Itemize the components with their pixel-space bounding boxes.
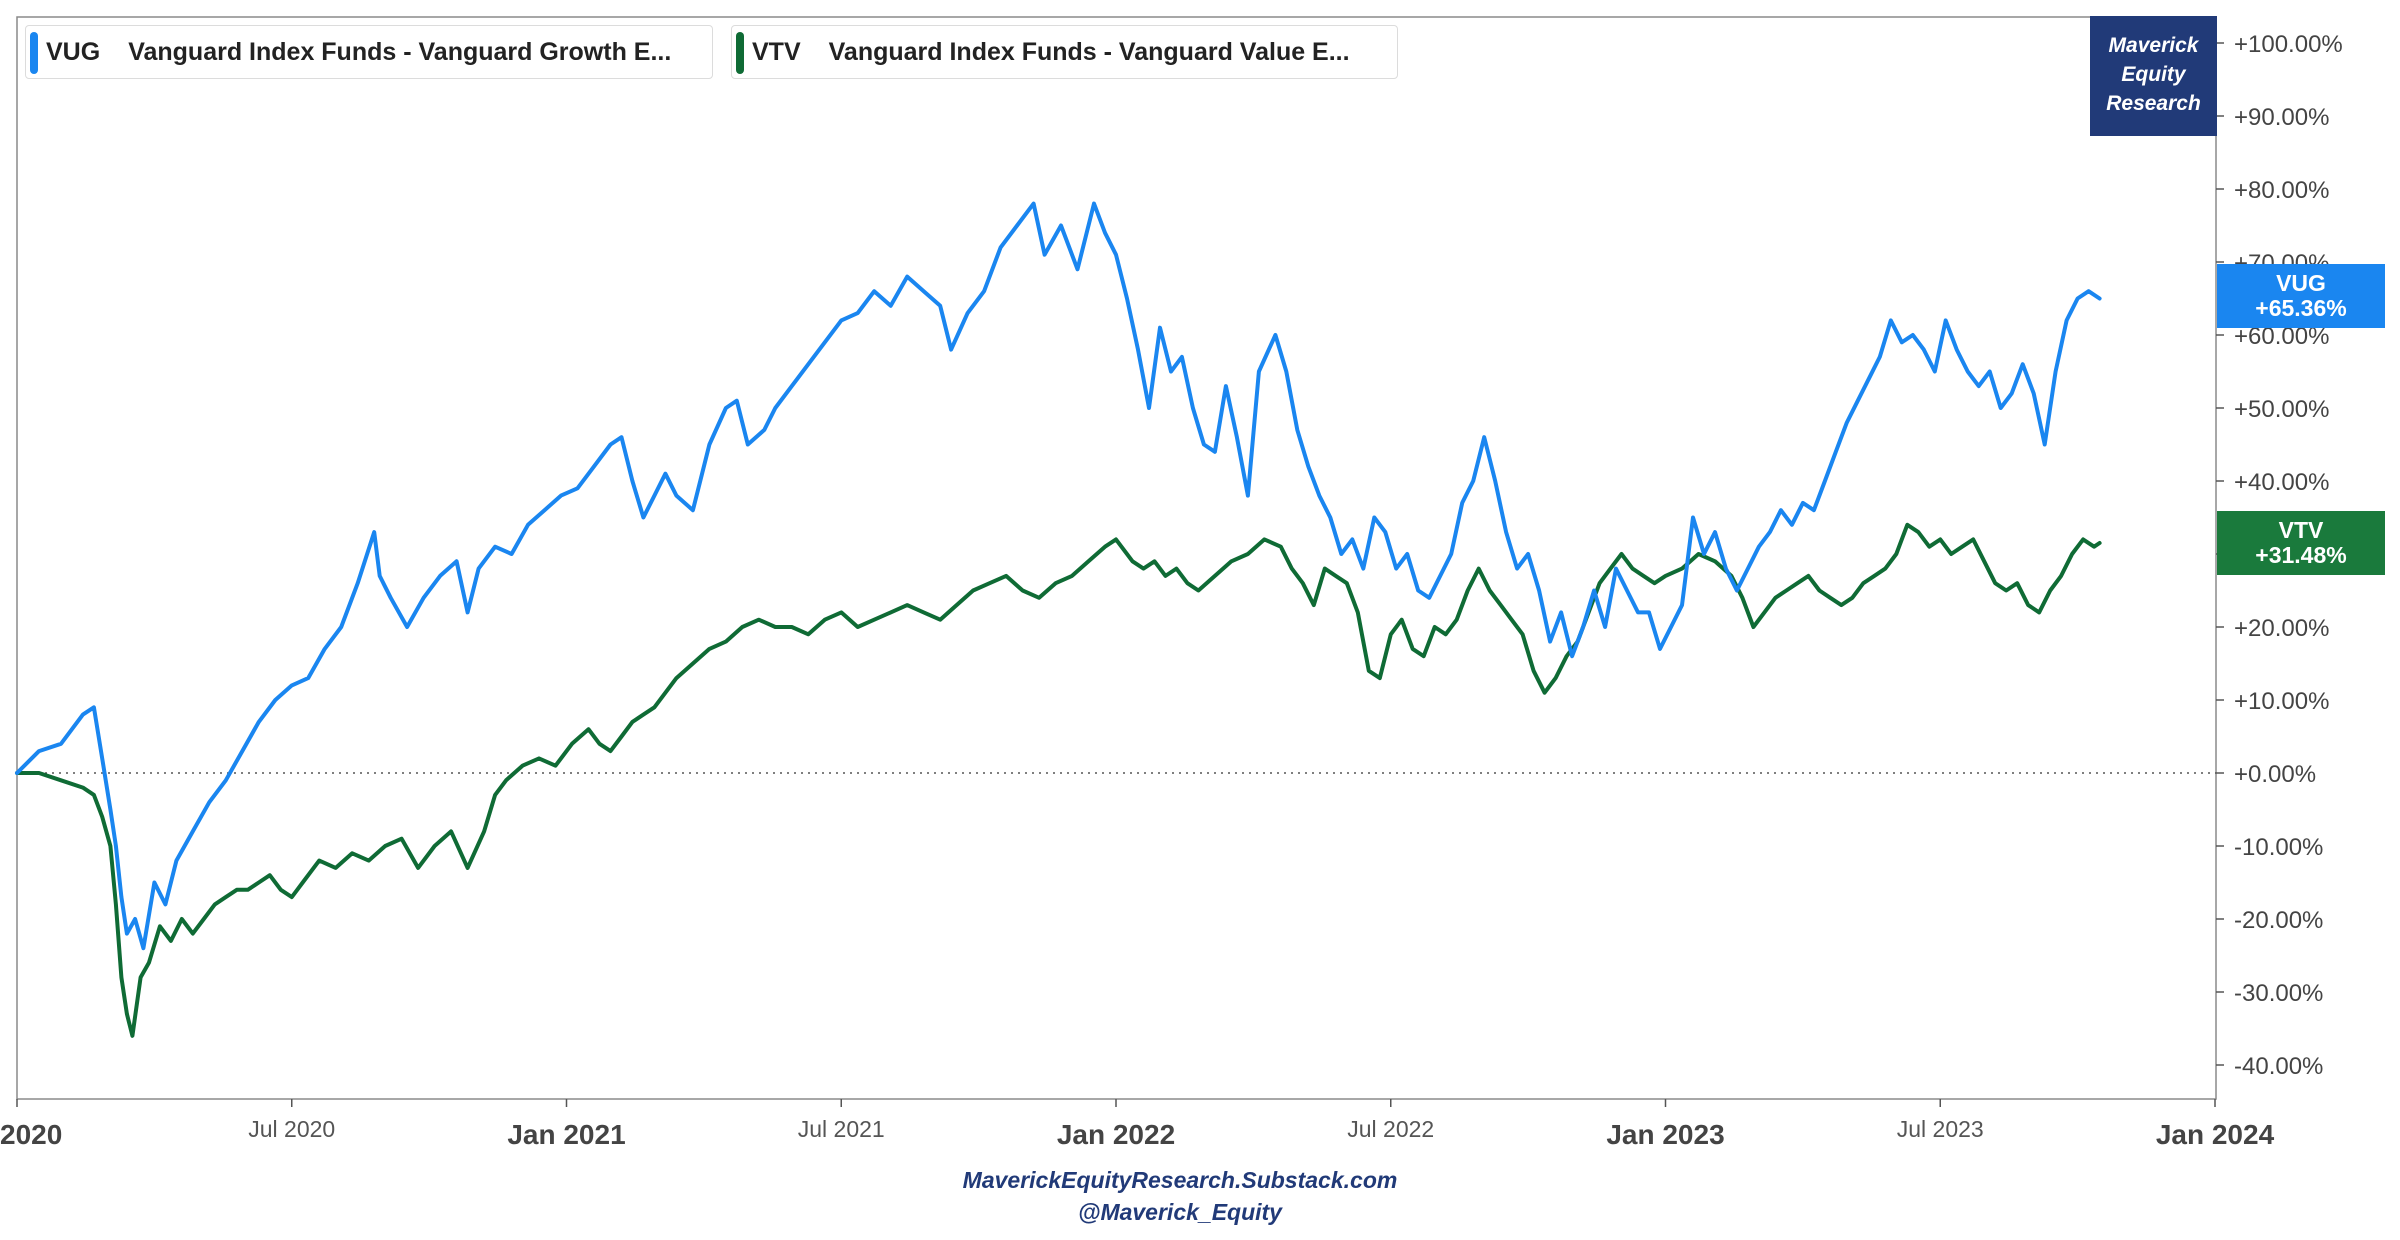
series-line-vtv bbox=[15, 522, 2102, 1038]
legend-series-name: Vanguard Index Funds - Vanguard Growth E… bbox=[128, 37, 672, 66]
brand-watermark: Maverick Equity Research bbox=[2090, 16, 2217, 136]
end-label-ticker: VTV bbox=[2278, 517, 2324, 543]
legend-swatch-vtv bbox=[736, 32, 744, 74]
brand-line: Research bbox=[2106, 92, 2201, 115]
x-tick-label: Jan 2023 bbox=[1606, 1119, 1724, 1150]
y-tick-label: +50.00% bbox=[2234, 396, 2329, 423]
brand-line: Equity bbox=[2121, 63, 2186, 86]
y-tick-label: -10.00% bbox=[2234, 834, 2323, 861]
x-tick-label: Jul 2021 bbox=[798, 1116, 885, 1142]
y-tick-label: +80.00% bbox=[2234, 177, 2329, 204]
x-tick-label: 2020 bbox=[0, 1119, 62, 1150]
y-tick-label: +10.00% bbox=[2234, 688, 2329, 715]
end-label-value: +31.48% bbox=[2255, 542, 2347, 568]
x-tick-label: Jan 2021 bbox=[507, 1119, 625, 1150]
y-tick-label: -30.00% bbox=[2234, 980, 2323, 1007]
legend-swatch-vug bbox=[30, 32, 38, 74]
x-tick-label: Jul 2022 bbox=[1347, 1116, 1434, 1142]
x-tick-label: Jul 2023 bbox=[1897, 1116, 1984, 1142]
legend-series-name: Vanguard Index Funds - Vanguard Value E.… bbox=[828, 37, 1350, 66]
y-tick-label: +90.00% bbox=[2234, 104, 2329, 131]
x-tick-label: Jul 2020 bbox=[248, 1116, 335, 1142]
legend-ticker: VTV bbox=[752, 37, 801, 66]
footer-handle[interactable]: @Maverick_Equity bbox=[1078, 1199, 1282, 1225]
series-line-vug bbox=[15, 201, 2102, 951]
y-tick-label: +20.00% bbox=[2234, 615, 2329, 642]
y-tick-label: -40.00% bbox=[2234, 1053, 2323, 1080]
x-tick-label: Jan 2022 bbox=[1057, 1119, 1175, 1150]
y-tick-label: +40.00% bbox=[2234, 469, 2329, 496]
y-tick-label: +0.00% bbox=[2234, 761, 2316, 788]
brand-line: Maverick bbox=[2108, 34, 2199, 57]
x-tick-label: Jan 2024 bbox=[2156, 1119, 2275, 1150]
y-tick-label: -20.00% bbox=[2234, 907, 2323, 934]
end-label-vug: VUG +65.36% bbox=[2217, 264, 2385, 328]
legend-ticker: VUG bbox=[46, 37, 101, 66]
end-label-ticker: VUG bbox=[2276, 270, 2326, 296]
legend-item-vug[interactable]: VUG Vanguard Index Funds - Vanguard Grow… bbox=[25, 25, 713, 79]
footer-website[interactable]: MaverickEquityResearch.Substack.com bbox=[962, 1167, 1398, 1193]
plot-frame bbox=[16, 16, 2217, 1100]
end-label-vtv: VTV +31.48% bbox=[2217, 511, 2385, 575]
y-tick-label: +100.00% bbox=[2234, 31, 2343, 58]
legend-item-vtv[interactable]: VTV Vanguard Index Funds - Vanguard Valu… bbox=[731, 25, 1398, 79]
end-label-value: +65.36% bbox=[2255, 295, 2347, 321]
